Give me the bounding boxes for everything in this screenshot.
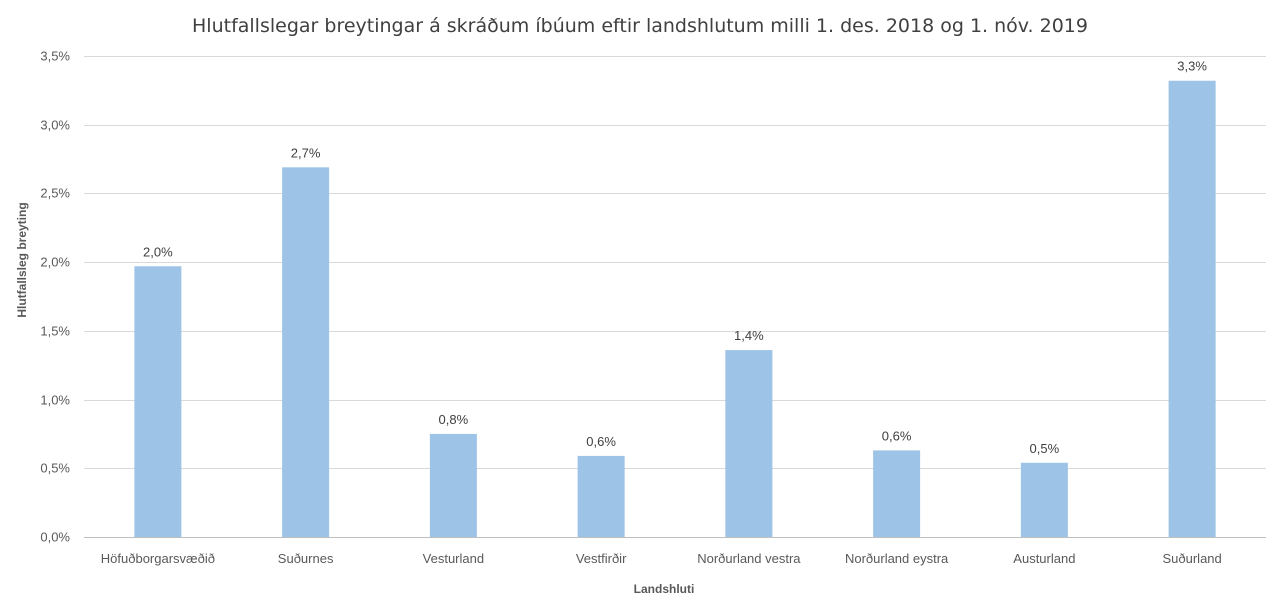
x-tick-label: Norðurland eystra [845, 551, 949, 566]
y-tick-label: 2,0% [40, 255, 70, 270]
data-label: 0,6% [882, 428, 912, 443]
data-label: 3,3% [1177, 59, 1207, 74]
y-tick-label: 1,0% [40, 393, 70, 408]
bar [1168, 80, 1216, 537]
data-label: 0,5% [1030, 441, 1060, 456]
bar [873, 450, 921, 537]
x-tick-label: Suðurnes [278, 551, 334, 566]
x-tick-label: Suðurland [1162, 551, 1221, 566]
bar [577, 455, 625, 537]
x-axis-title: Landshluti [634, 582, 695, 596]
x-tick-label: Austurland [1013, 551, 1075, 566]
data-label: 1,4% [734, 328, 764, 343]
x-tick-label: Höfuðborgarsvæðið [101, 551, 215, 566]
y-axis-title: Hlutfallsleg breyting [15, 202, 29, 317]
x-tick-label: Vestfirðir [576, 551, 627, 566]
x-tick-label: Vesturland [423, 551, 484, 566]
y-tick-label: 2,5% [40, 186, 70, 201]
y-tick-label: 0,0% [40, 530, 70, 545]
gridlines [84, 56, 1266, 538]
y-tick-label: 3,5% [40, 49, 70, 64]
data-labels: 2,0% 2,7% 0,8% 0,6% 1,4% 0,6% 0,5% 3,3% [143, 59, 1207, 456]
bar [429, 433, 477, 537]
bar [282, 167, 330, 537]
data-label: 2,0% [143, 244, 173, 259]
y-tick-label: 1,5% [40, 324, 70, 339]
bar [1020, 462, 1068, 537]
y-tick-label: 3,0% [40, 118, 70, 133]
x-axis-ticks: Höfuðborgarsvæðið Suðurnes Vesturland Vestf… [101, 551, 1222, 566]
bar [725, 350, 773, 537]
x-tick-label: Norðurland vestra [697, 551, 801, 566]
bars [134, 80, 1216, 537]
data-label: 0,6% [586, 434, 616, 449]
bar [134, 266, 182, 537]
y-axis-ticks: 0,0% 0,5% 1,0% 1,5% 2,0% 2,5% 3,0% 3,5% [40, 49, 70, 545]
y-tick-label: 0,5% [40, 461, 70, 476]
chart-title: Hlutfallslegar breytingar á skráðum íbúu… [192, 15, 1088, 37]
data-label: 0,8% [439, 412, 469, 427]
data-label: 2,7% [291, 145, 321, 160]
